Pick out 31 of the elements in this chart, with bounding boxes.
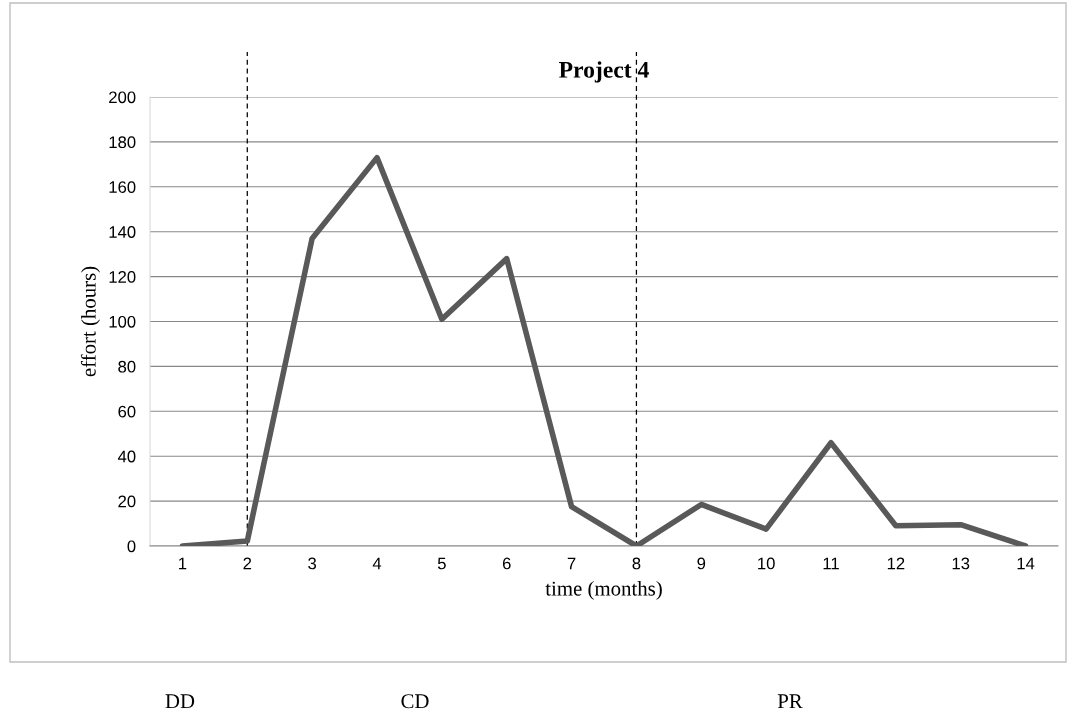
- y-tick-label: 80: [118, 360, 136, 373]
- y-tick-label: 20: [118, 495, 136, 508]
- y-tick-label: 40: [117, 450, 136, 463]
- x-tick-label: 11: [823, 557, 839, 570]
- x-tick-label: 13: [952, 557, 970, 570]
- y-tick-label: 120: [109, 271, 136, 283]
- text: DD: [165, 694, 195, 709]
- y-tick-label: 60: [118, 405, 136, 418]
- text: CD: [401, 694, 429, 709]
- y-tick-label: 160: [109, 181, 136, 193]
- x-tick-label: 3: [308, 557, 317, 570]
- x-tick-label: 9: [697, 557, 706, 570]
- x-tick-label: 2: [243, 557, 252, 570]
- x-tick-label: 14: [1017, 557, 1035, 570]
- y-tick-label: 100: [109, 315, 136, 328]
- y-axis-title: effort (hours): [80, 266, 100, 377]
- x-tick-label: 4: [372, 557, 382, 570]
- x-tick-label: 1: [179, 557, 187, 570]
- x-axis-title: time (months): [545, 580, 662, 600]
- x-tick-label: 10: [758, 557, 775, 570]
- y-tick-label: 140: [109, 226, 136, 238]
- x-tick-label: 5: [437, 557, 446, 570]
- x-tick-label: 7: [567, 557, 576, 570]
- y-tick-label: 0: [127, 540, 136, 553]
- x-tick-label: 12: [887, 557, 905, 570]
- chart-title: Project 4: [559, 61, 649, 83]
- x-tick-label: 6: [502, 557, 511, 570]
- text: PR: [777, 694, 803, 709]
- y-tick-label: 180: [109, 136, 136, 149]
- y-tick-label: 200: [109, 91, 136, 104]
- x-tick-label: 8: [632, 557, 641, 570]
